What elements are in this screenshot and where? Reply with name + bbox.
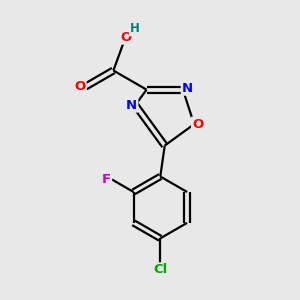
Text: O: O <box>74 80 86 93</box>
Text: F: F <box>102 173 111 186</box>
Text: O: O <box>120 31 132 44</box>
Text: H: H <box>130 22 140 35</box>
Text: O: O <box>192 118 203 131</box>
Text: N: N <box>182 82 193 95</box>
Text: Cl: Cl <box>153 263 167 276</box>
Text: N: N <box>126 99 137 112</box>
